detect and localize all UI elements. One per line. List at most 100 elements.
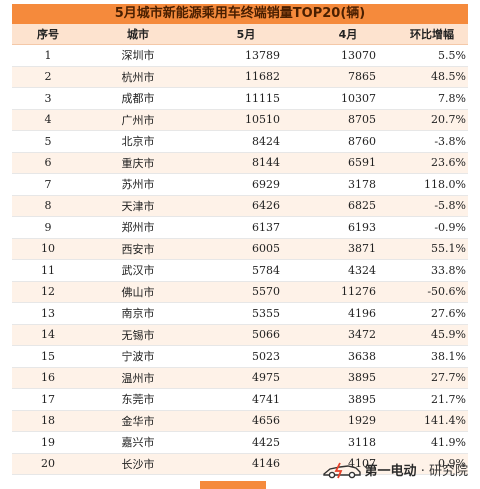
cell-rank: 1 — [12, 44, 84, 67]
cell-rank: 16 — [12, 367, 84, 389]
cell-rank: 6 — [12, 152, 84, 174]
table-row: 11 武汉市 5784 4324 33.8% — [12, 259, 468, 282]
cell-rank: 5 — [12, 130, 84, 153]
cell-rank: 2 — [12, 66, 84, 88]
cell-city: 宁波市 — [84, 345, 192, 368]
cell-apr: 4324 — [300, 259, 396, 282]
cell-apr: 11276 — [300, 281, 396, 303]
cell-apr: 3871 — [300, 238, 396, 260]
header-rank: 序号 — [12, 24, 84, 45]
logo-suffix: 研究院 — [428, 463, 468, 479]
cell-city: 金华市 — [84, 410, 192, 432]
cell-apr: 8705 — [300, 109, 396, 131]
cell-city: 成都市 — [84, 87, 192, 110]
table-row: 3 成都市 11115 10307 7.8% — [12, 87, 468, 110]
cell-apr: 3895 — [300, 367, 396, 389]
cell-rank: 9 — [12, 216, 84, 239]
cell-rank: 20 — [12, 453, 84, 475]
cell-city: 天津市 — [84, 195, 192, 217]
cell-city: 北京市 — [84, 130, 192, 153]
table-row: 9 郑州市 6137 6193 -0.9% — [12, 216, 468, 239]
cell-apr: 6193 — [300, 216, 396, 239]
table-row: 10 西安市 6005 3871 55.1% — [12, 238, 468, 260]
logo-separator: · — [420, 463, 425, 479]
cell-change: 141.4% — [396, 410, 468, 432]
cell-apr: 7865 — [300, 66, 396, 88]
cell-rank: 11 — [12, 259, 84, 282]
cell-apr: 6825 — [300, 195, 396, 217]
table-row: 20 长沙市 4146 4107 0.9% — [12, 453, 468, 475]
cell-change: 21.7% — [396, 388, 468, 411]
cell-change: 55.1% — [396, 238, 468, 260]
cell-city: 西安市 — [84, 238, 192, 260]
cell-change: 0.9% — [396, 453, 468, 475]
cell-city: 苏州市 — [84, 173, 192, 196]
cell-may: 4146 — [192, 453, 300, 475]
cell-change: 23.6% — [396, 152, 468, 174]
cell-city: 温州市 — [84, 367, 192, 389]
header-apr: 4月 — [300, 24, 396, 45]
cell-change: -3.8% — [396, 130, 468, 153]
cell-may: 13789 — [192, 44, 300, 67]
cell-may: 5023 — [192, 345, 300, 368]
cell-apr: 10307 — [300, 87, 396, 110]
sales-table: 序号 城市 5月 4月 环比增幅 1 深圳市 13789 13070 5.5% 2 杭州市 1… — [12, 24, 468, 475]
table-row: 5 北京市 8424 8760 -3.8% — [12, 130, 468, 153]
table-row: 12 佛山市 5570 11276 -50.6% — [12, 281, 468, 303]
cell-change: 27.6% — [396, 302, 468, 325]
cell-rank: 4 — [12, 109, 84, 131]
cell-apr: 13070 — [300, 44, 396, 67]
cell-apr: 8760 — [300, 130, 396, 153]
table-row: 18 金华市 4656 1929 141.4% — [12, 410, 468, 432]
table-row: 8 天津市 6426 6825 -5.8% — [12, 195, 468, 217]
cell-change: -50.6% — [396, 281, 468, 303]
cell-apr: 3895 — [300, 388, 396, 411]
table-row: 17 东莞市 4741 3895 21.7% — [12, 388, 468, 411]
cell-rank: 10 — [12, 238, 84, 260]
cell-may: 5784 — [192, 259, 300, 282]
header-city: 城市 — [84, 24, 192, 45]
cell-city: 无锡市 — [84, 324, 192, 346]
cell-city: 重庆市 — [84, 152, 192, 174]
header-change: 环比增幅 — [396, 24, 468, 45]
cell-rank: 12 — [12, 281, 84, 303]
cell-change: 20.7% — [396, 109, 468, 131]
cell-rank: 15 — [12, 345, 84, 368]
header-may: 5月 — [192, 24, 300, 45]
car-logo-icon — [322, 462, 361, 479]
table-row: 4 广州市 10510 8705 20.7% — [12, 109, 468, 131]
cell-apr: 3638 — [300, 345, 396, 368]
table-row: 6 重庆市 8144 6591 23.6% — [12, 152, 468, 174]
table-title: 5月城市新能源乘用车终端销量TOP20(辆) — [12, 4, 468, 24]
cell-rank: 7 — [12, 173, 84, 196]
cell-may: 4656 — [192, 410, 300, 432]
cell-city: 杭州市 — [84, 66, 192, 88]
cell-may: 11682 — [192, 66, 300, 88]
table-row: 15 宁波市 5023 3638 38.1% — [12, 345, 468, 368]
cell-may: 4425 — [192, 431, 300, 454]
cell-city: 长沙市 — [84, 453, 192, 475]
cell-change: 7.8% — [396, 87, 468, 110]
cell-apr: 4107 — [300, 453, 396, 475]
cell-may: 5355 — [192, 302, 300, 325]
cell-rank: 19 — [12, 431, 84, 454]
cell-rank: 8 — [12, 195, 84, 217]
cell-change: 45.9% — [396, 324, 468, 346]
footer-accent-bar — [200, 481, 266, 489]
cell-apr: 6591 — [300, 152, 396, 174]
cell-apr: 4196 — [300, 302, 396, 325]
cell-change: 118.0% — [396, 173, 468, 196]
table-row: 7 苏州市 6929 3178 118.0% — [12, 173, 468, 196]
cell-change: -5.8% — [396, 195, 468, 217]
cell-city: 佛山市 — [84, 281, 192, 303]
cell-rank: 3 — [12, 87, 84, 110]
cell-apr: 1929 — [300, 410, 396, 432]
cell-change: 33.8% — [396, 259, 468, 282]
table-row: 14 无锡市 5066 3472 45.9% — [12, 324, 468, 346]
cell-rank: 14 — [12, 324, 84, 346]
cell-may: 4741 — [192, 388, 300, 411]
cell-may: 8424 — [192, 130, 300, 153]
cell-may: 6137 — [192, 216, 300, 239]
cell-change: 48.5% — [396, 66, 468, 88]
cell-may: 8144 — [192, 152, 300, 174]
